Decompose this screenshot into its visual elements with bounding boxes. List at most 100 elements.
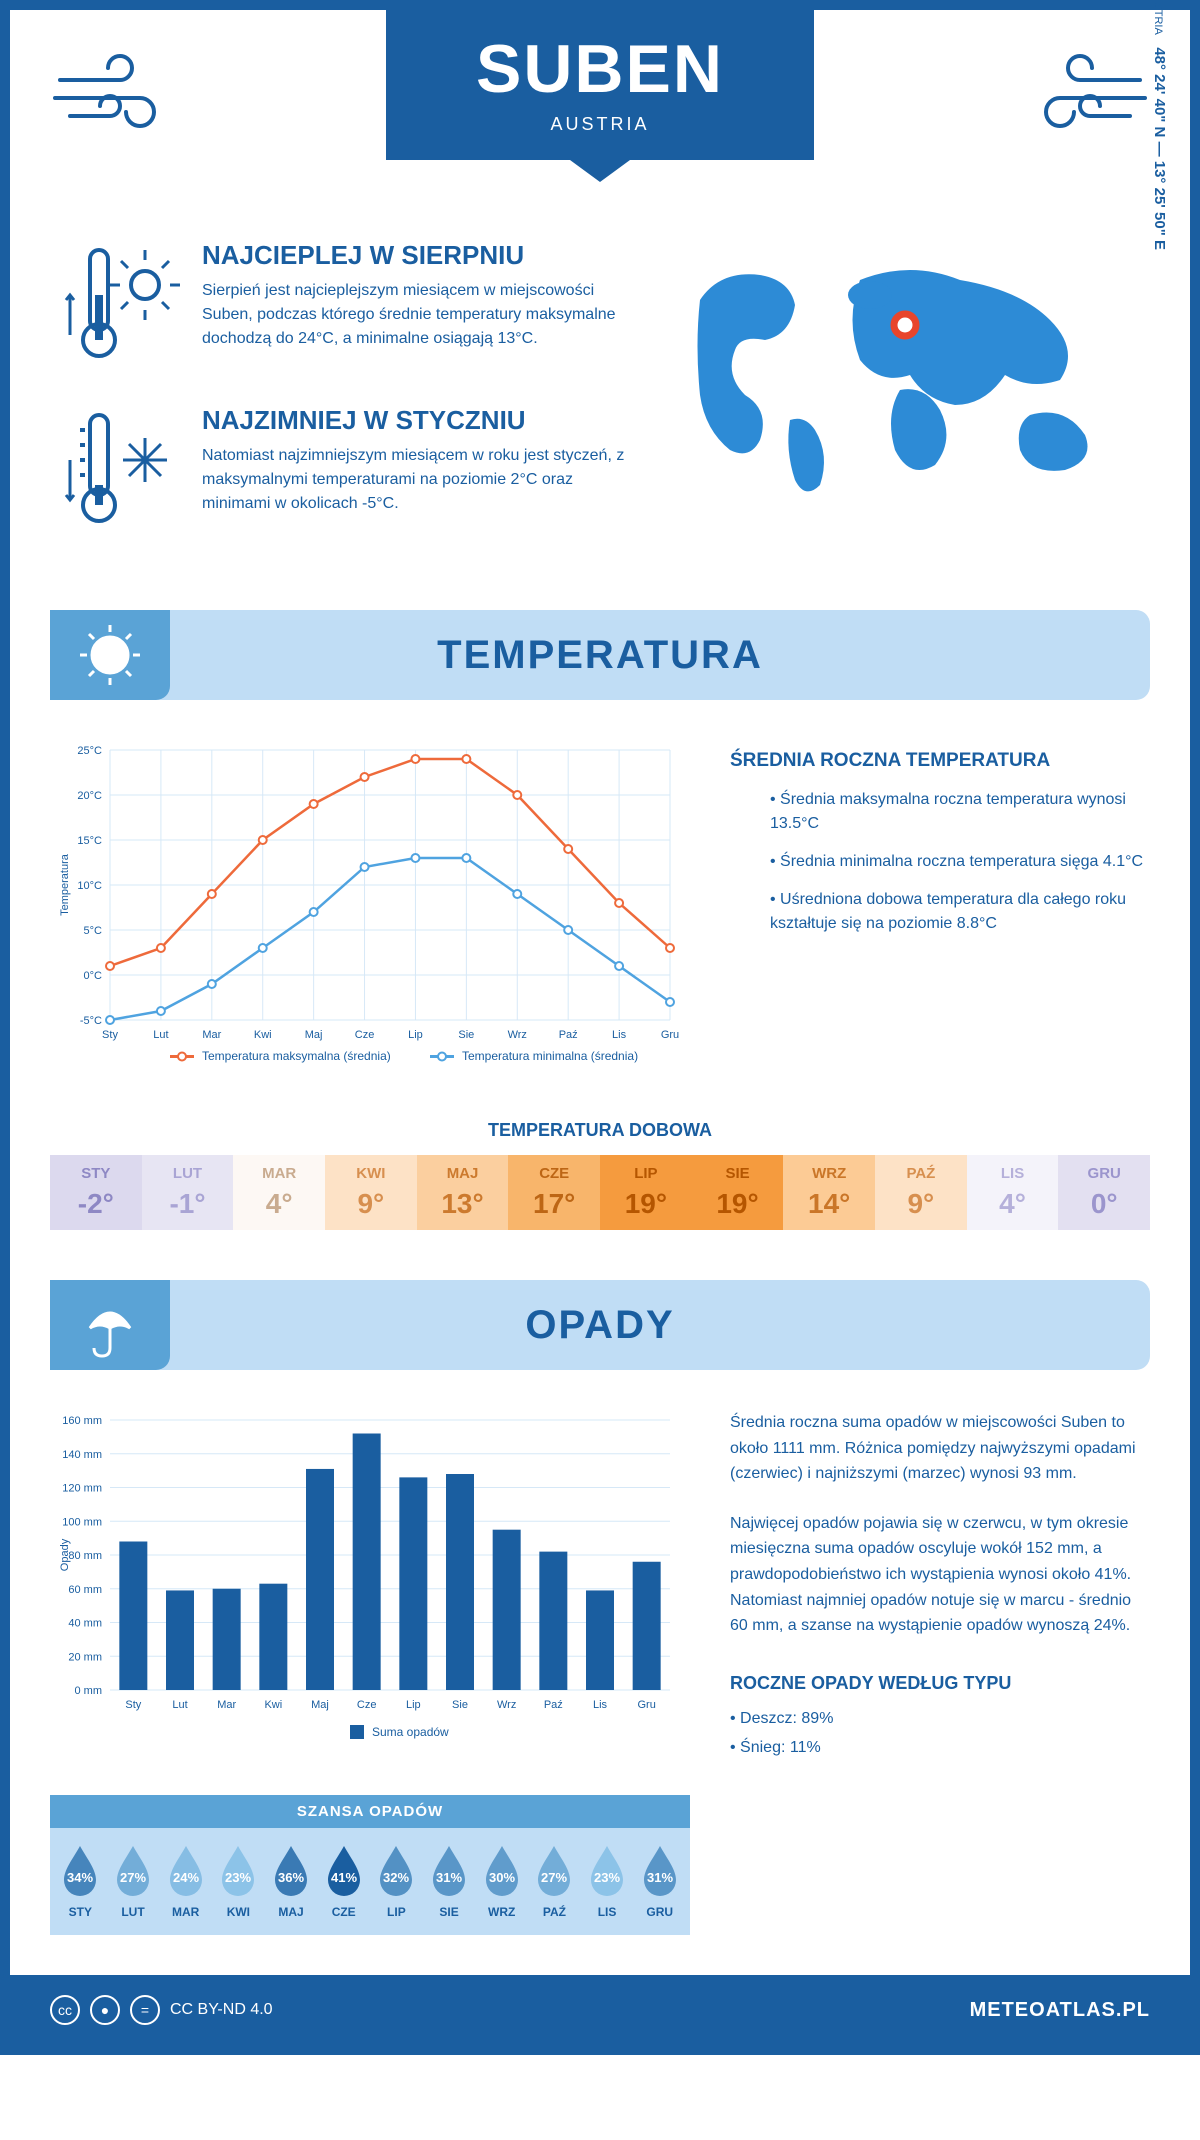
svg-text:Wrz: Wrz <box>508 1029 527 1041</box>
svg-text:23%: 23% <box>594 1870 620 1885</box>
svg-text:Cze: Cze <box>357 1699 377 1711</box>
hot-text: Sierpień jest najcieplejszym miesiącem w… <box>202 279 630 351</box>
svg-text:60 mm: 60 mm <box>68 1584 102 1596</box>
svg-text:34%: 34% <box>67 1870 93 1885</box>
daily-temp-cell: LIS4° <box>967 1155 1059 1230</box>
svg-text:Sty: Sty <box>125 1699 141 1711</box>
svg-text:Lis: Lis <box>612 1029 627 1041</box>
svg-text:Lip: Lip <box>406 1699 421 1711</box>
svg-text:24%: 24% <box>173 1870 199 1885</box>
svg-text:Mar: Mar <box>202 1029 221 1041</box>
temp-stats-title: ŚREDNIA ROCZNA TEMPERATURA <box>730 750 1150 772</box>
by-icon: ● <box>90 1995 120 2025</box>
svg-text:23%: 23% <box>225 1870 251 1885</box>
rain-chance-drop: 23%KWI <box>212 1844 265 1919</box>
rain-chance-drop: 23%LIS <box>581 1844 634 1919</box>
svg-text:Lip: Lip <box>408 1029 423 1041</box>
svg-text:Temperatura: Temperatura <box>59 853 71 916</box>
daily-temp-cell: KWI9° <box>325 1155 417 1230</box>
title-banner: SUBEN AUSTRIA <box>386 10 814 160</box>
section-title: TEMPERATURA <box>50 633 1150 678</box>
precip-section-header: OPADY <box>50 1280 1150 1370</box>
precip-type: • Śnieg: 11% <box>730 1735 1150 1761</box>
wind-icon <box>1030 40 1150 162</box>
svg-text:Kwi: Kwi <box>264 1699 282 1711</box>
svg-text:32%: 32% <box>383 1870 409 1885</box>
hot-title: NAJCIEPLEJ W SIERPNIU <box>202 240 630 271</box>
rain-chance-drop: 27%PAŹ <box>528 1844 581 1919</box>
cold-title: NAJZIMNIEJ W STYCZNIU <box>202 405 630 436</box>
section-title: OPADY <box>50 1303 1150 1348</box>
precip-type: • Deszcz: 89% <box>730 1706 1150 1732</box>
rain-chance-drop: 32%LIP <box>370 1844 423 1919</box>
svg-text:0 mm: 0 mm <box>75 1685 103 1697</box>
daily-temp-cell: SIE19° <box>692 1155 784 1230</box>
daily-temp-cell: MAR4° <box>233 1155 325 1230</box>
rain-chance-drop: 30%WRZ <box>475 1844 528 1919</box>
world-map: GÓRNA AUSTRIA 48° 24' 40" N — 13° 25' 50… <box>660 240 1140 570</box>
svg-text:160 mm: 160 mm <box>62 1415 102 1427</box>
footer: cc ● = CC BY-ND 4.0 METEOATLAS.PL <box>10 1975 1190 2045</box>
license: cc ● = CC BY-ND 4.0 <box>50 1995 273 2025</box>
svg-text:10°C: 10°C <box>77 880 102 892</box>
precip-summary-2: Najwięcej opadów pojawia się w czerwcu, … <box>730 1511 1150 1639</box>
rain-chance-drop: 27%LUT <box>107 1844 160 1919</box>
precip-types-title: ROCZNE OPADY WEDŁUG TYPU <box>730 1669 1150 1698</box>
daily-temp-cell: MAJ13° <box>417 1155 509 1230</box>
temp-stats-list: Średnia maksymalna roczna temperatura wy… <box>730 788 1150 936</box>
daily-temp-cell: LUT-1° <box>142 1155 234 1230</box>
svg-text:27%: 27% <box>541 1870 567 1885</box>
svg-text:15°C: 15°C <box>77 835 102 847</box>
svg-text:Suma opadów: Suma opadów <box>372 1725 449 1739</box>
svg-text:Mar: Mar <box>217 1699 236 1711</box>
svg-text:Maj: Maj <box>311 1699 329 1711</box>
svg-text:40 mm: 40 mm <box>68 1618 102 1630</box>
svg-text:Sie: Sie <box>458 1029 474 1041</box>
svg-text:0°C: 0°C <box>84 970 103 982</box>
daily-temp-title: TEMPERATURA DOBOWA <box>10 1120 1190 1141</box>
svg-text:Gru: Gru <box>661 1029 679 1041</box>
temp-stat-item: Średnia minimalna roczna temperatura się… <box>770 850 1150 874</box>
svg-text:41%: 41% <box>331 1870 357 1885</box>
precip-summary-1: Średnia roczna suma opadów w miejscowośc… <box>730 1410 1150 1487</box>
sun-icon <box>50 610 170 700</box>
rain-chance-drop: 24%MAR <box>159 1844 212 1919</box>
wind-icon <box>50 40 170 162</box>
rain-chance-drop: 31%GRU <box>633 1844 686 1919</box>
svg-text:140 mm: 140 mm <box>62 1449 102 1461</box>
svg-text:Temperatura minimalna (średnia: Temperatura minimalna (średnia) <box>462 1049 638 1063</box>
svg-text:Lut: Lut <box>153 1029 168 1041</box>
svg-text:Temperatura maksymalna (średni: Temperatura maksymalna (średnia) <box>202 1049 391 1063</box>
site-name: METEOATLAS.PL <box>970 1999 1150 2022</box>
svg-text:Opady: Opady <box>59 1538 71 1571</box>
svg-text:36%: 36% <box>278 1870 304 1885</box>
precip-bar-chart: 0 mm20 mm40 mm60 mm80 mm100 mm120 mm140 … <box>50 1410 690 1750</box>
coordinates: GÓRNA AUSTRIA 48° 24' 40" N — 13° 25' 50… <box>1151 0 1168 250</box>
umbrella-icon <box>50 1280 170 1370</box>
temp-stat-item: Średnia maksymalna roczna temperatura wy… <box>770 788 1150 836</box>
rain-chance-drop: 31%SIE <box>423 1844 476 1919</box>
svg-text:Paź: Paź <box>544 1699 563 1711</box>
hot-fact: NAJCIEPLEJ W SIERPNIU Sierpień jest najc… <box>60 240 630 375</box>
svg-text:Kwi: Kwi <box>254 1029 272 1041</box>
svg-text:Sty: Sty <box>102 1029 118 1041</box>
svg-text:80 mm: 80 mm <box>68 1550 102 1562</box>
svg-text:20 mm: 20 mm <box>68 1651 102 1663</box>
svg-text:120 mm: 120 mm <box>62 1483 102 1495</box>
daily-temp-cell: WRZ14° <box>783 1155 875 1230</box>
thermometer-hot-icon <box>60 240 180 375</box>
daily-temp-cell: STY-2° <box>50 1155 142 1230</box>
cc-icon: cc <box>50 1995 80 2025</box>
svg-text:Paź: Paź <box>559 1029 578 1041</box>
svg-text:Lut: Lut <box>172 1699 187 1711</box>
svg-text:Cze: Cze <box>355 1029 375 1041</box>
rain-chance-drop: 36%MAJ <box>265 1844 318 1919</box>
svg-text:5°C: 5°C <box>84 925 103 937</box>
svg-text:Sie: Sie <box>452 1699 468 1711</box>
temperature-section-header: TEMPERATURA <box>50 610 1150 700</box>
svg-text:31%: 31% <box>647 1870 673 1885</box>
svg-text:30%: 30% <box>489 1870 515 1885</box>
daily-temp-strip: STY-2°LUT-1°MAR4°KWI9°MAJ13°CZE17°LIP19°… <box>50 1155 1150 1230</box>
cold-text: Natomiast najzimniejszym miesiącem w rok… <box>202 444 630 516</box>
header: SUBEN AUSTRIA <box>10 10 1190 210</box>
